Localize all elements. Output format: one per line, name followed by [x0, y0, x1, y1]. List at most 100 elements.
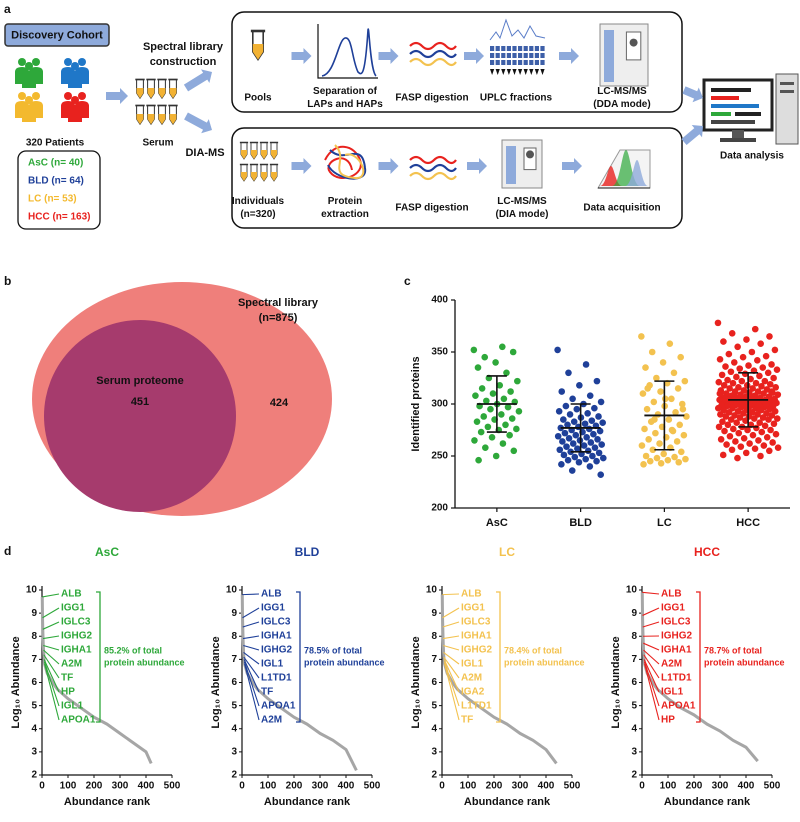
data-point — [751, 445, 759, 453]
arrow — [682, 86, 703, 103]
person-head — [78, 58, 86, 66]
data-point — [718, 371, 726, 379]
data-point — [738, 377, 746, 385]
tube-icon — [250, 29, 266, 62]
step-label: Separation of — [313, 86, 378, 97]
protein-label: APOA1 — [661, 701, 696, 712]
data-point — [558, 388, 566, 395]
data-point — [725, 350, 733, 358]
arrow-shape — [378, 48, 399, 64]
tube-icon — [146, 78, 156, 100]
group-label: BLD (n= 64) — [28, 176, 84, 187]
data-point — [571, 453, 579, 461]
arrow — [291, 48, 312, 64]
tube-icon — [259, 163, 269, 182]
instrument-panel — [506, 146, 516, 184]
x-tick-label: 400 — [738, 781, 755, 792]
tube-liquid — [261, 172, 267, 181]
data-point — [730, 425, 737, 433]
protein-connector — [43, 661, 60, 707]
data-point — [745, 362, 752, 369]
protein-label: L1TD1 — [261, 673, 292, 684]
peptide-wave — [409, 171, 457, 181]
data-point — [746, 440, 753, 447]
tube-icon — [135, 104, 145, 126]
arrow — [184, 112, 212, 134]
data-point — [748, 348, 756, 356]
chart-title: HCC — [694, 545, 720, 559]
protein-connector — [42, 607, 60, 619]
data-point — [643, 405, 651, 413]
y-tick-label: 8 — [31, 631, 37, 642]
person-body — [22, 105, 36, 122]
abundance-annotation: 78.4% of total — [504, 645, 562, 655]
x-tick-label: 0 — [39, 781, 45, 792]
y-tick-label: 3 — [231, 747, 237, 758]
tube-icon — [168, 104, 178, 126]
arrow — [559, 48, 579, 64]
data-point — [774, 444, 782, 451]
y-tick-label: 6 — [631, 677, 637, 688]
data-point — [677, 353, 684, 361]
data-point — [743, 336, 750, 343]
group-label: LC (n= 53) — [28, 194, 77, 205]
protein-connector — [643, 661, 660, 707]
data-point — [747, 375, 754, 383]
protein-connector — [443, 644, 460, 651]
person-body — [68, 71, 82, 88]
arrow — [378, 48, 399, 64]
abundance-annotation: protein abundance — [104, 657, 185, 667]
arrow-shape — [681, 125, 704, 146]
arrow-shape — [559, 48, 579, 64]
data-point — [681, 377, 689, 385]
protein-connector — [242, 593, 260, 596]
protein-label: IGG1 — [461, 603, 485, 614]
data-point — [679, 405, 687, 413]
data-point — [674, 385, 682, 392]
x-tick-label: 500 — [364, 781, 381, 792]
data-point — [474, 364, 482, 371]
arrow-shape — [106, 88, 128, 104]
data-point — [717, 436, 725, 443]
data-point — [565, 369, 572, 377]
data-point — [477, 428, 485, 436]
tube-liquid — [136, 114, 144, 125]
data-point — [503, 369, 510, 377]
protein-connector — [442, 607, 460, 619]
branch-label: DIA-MS — [185, 147, 224, 159]
abundance-annotation: 85.2% of total — [104, 645, 162, 655]
fraction-drop — [540, 69, 545, 75]
data-point — [716, 390, 724, 397]
data-point — [720, 338, 727, 345]
data-point — [597, 471, 605, 479]
data-point — [492, 452, 500, 460]
data-point — [730, 359, 738, 366]
panel-letter: c — [404, 274, 411, 288]
protein-label: A2M — [461, 673, 482, 684]
data-point — [739, 353, 747, 361]
data-point — [728, 446, 736, 454]
data-point — [597, 398, 605, 406]
data-point — [589, 452, 596, 460]
data-point — [506, 431, 513, 439]
data-point — [726, 432, 734, 440]
step-label: (DDA mode) — [593, 99, 650, 110]
data-point — [509, 348, 517, 356]
data-point — [492, 359, 499, 366]
data-point — [765, 447, 773, 455]
abundance-curve — [440, 594, 558, 765]
data-point — [665, 416, 673, 423]
person-head — [18, 58, 26, 66]
data-point — [719, 418, 726, 425]
data-point — [736, 414, 744, 421]
data-point — [772, 430, 780, 438]
fraction-drop — [518, 69, 523, 75]
plate-well — [518, 46, 523, 51]
data-point — [760, 442, 768, 449]
plate-well — [512, 46, 517, 51]
y-tick-label: 300 — [431, 399, 448, 410]
abundance-annotation: 78.7% of total — [704, 645, 762, 655]
data-point — [582, 455, 589, 463]
protein-connector — [42, 635, 60, 640]
arrow-shape — [464, 48, 484, 64]
